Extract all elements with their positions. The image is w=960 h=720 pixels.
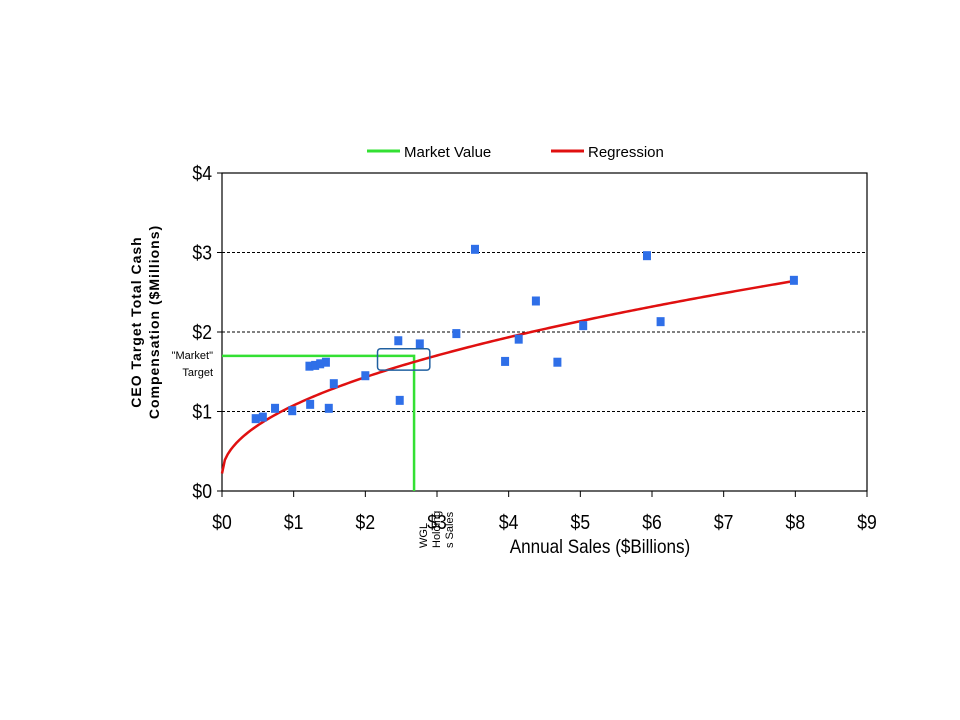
data-point-8 (316, 359, 325, 369)
scatter-points (251, 244, 798, 424)
data-point-24 (656, 317, 665, 327)
data-point-7 (311, 360, 320, 370)
x-axis-ticks: $0 $1 $2 $3 $4 $5 $6 $7 $8 $9 (212, 491, 877, 533)
data-point-2 (258, 412, 267, 422)
data-point-1 (251, 414, 260, 424)
x-tick-label-1: $1 (284, 511, 304, 533)
data-point-20 (531, 296, 540, 306)
x-tick-label-7: $7 (714, 511, 734, 533)
y-tick-label-0: $0 (192, 480, 212, 502)
y-tick-label-1: $1 (192, 400, 212, 422)
data-point-13 (394, 336, 403, 346)
x-tick-label-8: $8 (786, 511, 806, 533)
data-point-3 (271, 403, 280, 413)
data-point-14 (395, 395, 404, 405)
x-tick-label-2: $2 (356, 511, 376, 533)
y-axis-title-line-1: CEO Target Total Cash (128, 236, 144, 407)
wgl-label-line-1: WGL (418, 523, 430, 548)
x-tick-label-0: $0 (212, 511, 232, 533)
legend: Market Value Regression (367, 144, 664, 161)
wgl-sales-label: WGL Holding s Sales (418, 511, 456, 548)
wgl-label-line-2: Holding (431, 511, 443, 548)
data-point-22 (579, 321, 588, 331)
y-tick-label-4: $4 (192, 162, 212, 184)
x-tick-label-3: $3 (427, 511, 447, 533)
y-tick-label-3: $3 (192, 241, 212, 263)
x-tick-label-6: $6 (642, 511, 662, 533)
data-point-16 (452, 329, 461, 339)
y-axis-title: CEO Target Total Cash Compensation ($Mil… (128, 225, 162, 419)
data-point-5 (306, 399, 315, 409)
data-point-10 (324, 403, 333, 413)
market-target-label-line-2: Target (182, 367, 213, 379)
data-point-11 (329, 379, 338, 389)
data-point-4 (288, 406, 297, 416)
data-point-12 (361, 371, 370, 381)
data-point-21 (553, 357, 562, 367)
data-point-23 (642, 251, 651, 261)
y-tick-label-2: $2 (192, 321, 212, 343)
data-point-25 (789, 275, 798, 285)
data-point-15 (415, 339, 424, 349)
legend-label-market-value: Market Value (404, 144, 491, 161)
data-point-9 (321, 357, 330, 367)
market-value-lines (222, 354, 416, 491)
y-axis-ticks: $0 $1 $2 $3 $4 (192, 162, 222, 502)
x-tick-label-5: $5 (571, 511, 591, 533)
data-point-6 (305, 361, 314, 371)
wgl-label-line-3: s Sales (444, 511, 456, 548)
y-axis-title-line-2: Compensation ($Millions) (146, 225, 162, 419)
market-target-highlight-box (376, 347, 431, 371)
x-tick-label-4: $4 (499, 511, 519, 533)
x-tick-label-9: $9 (857, 511, 877, 533)
legend-label-regression: Regression (588, 144, 664, 161)
market-target-label-line-1: "Market" (172, 350, 214, 362)
regression-curve (220, 279, 796, 474)
x-axis-title: Annual Sales ($Billions) (510, 536, 690, 557)
data-point-18 (501, 356, 510, 366)
data-point-19 (514, 334, 523, 344)
data-point-17 (470, 244, 479, 254)
